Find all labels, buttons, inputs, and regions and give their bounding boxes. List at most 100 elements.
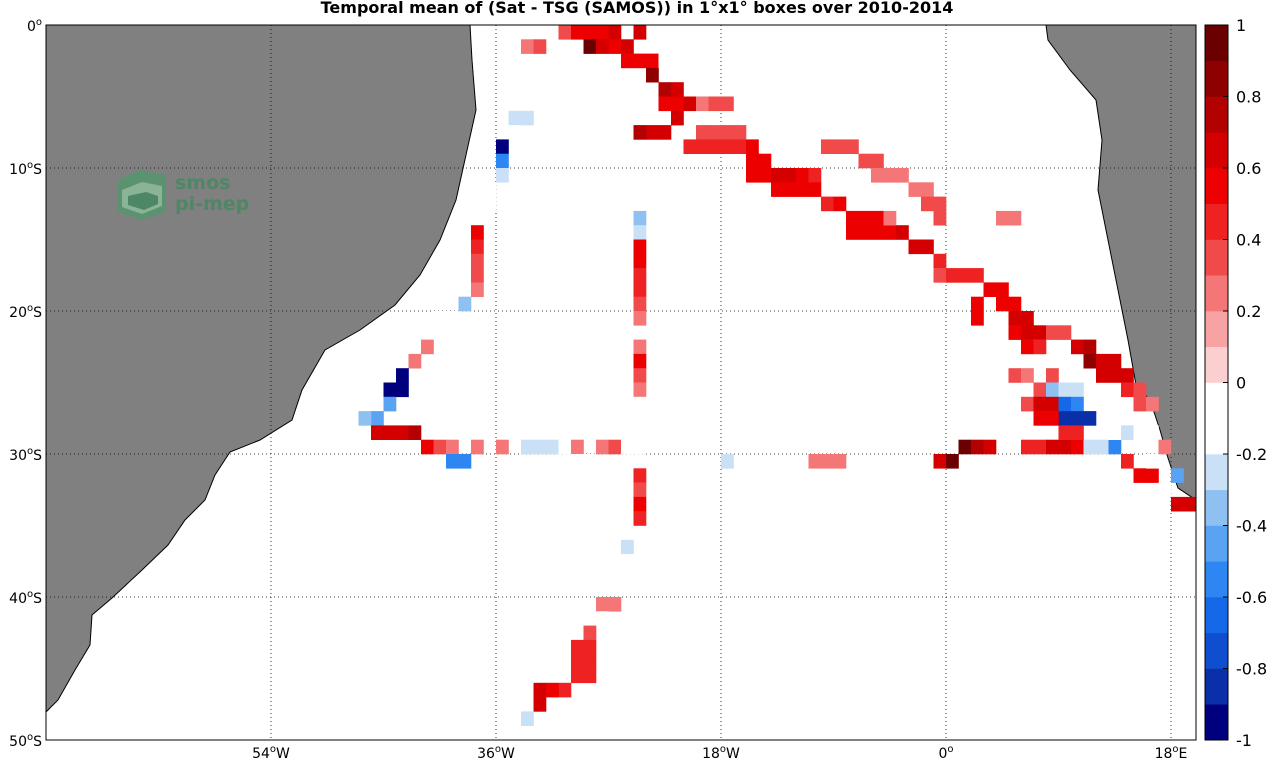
heatmap-cell: [1046, 396, 1059, 412]
heatmap-cell: [708, 96, 722, 112]
heatmap-cell: [558, 682, 572, 698]
heatmap-cell: [1096, 368, 1109, 383]
heatmap-cell: [608, 597, 622, 612]
colorbar-segment: [1205, 454, 1228, 491]
heatmap-cell: [858, 210, 872, 226]
heatmap-cell: [496, 153, 509, 169]
heatmap-cell: [933, 210, 947, 226]
heatmap-cell: [1021, 439, 1034, 455]
heatmap-cell: [1008, 296, 1022, 312]
heatmap-cell: [546, 682, 559, 698]
heatmap-cell: [683, 139, 697, 154]
colorbar-segment: [1205, 239, 1228, 276]
heatmap-cell: [396, 382, 409, 398]
lon-tick-label: 0o: [938, 744, 953, 762]
heatmap-cell: [996, 210, 1009, 226]
heatmap-cell: [1121, 425, 1134, 440]
heatmap-cell: [621, 554, 634, 569]
heatmap-cell: [783, 182, 797, 197]
chart-title: Temporal mean of (Sat - TSG (SAMOS)) in …: [320, 0, 954, 17]
colorbar: 1 0.8 0.6 0.4 0.2 0 -0.2 -0.4 -0.6 -0.8 -1: [1204, 16, 1267, 750]
heatmap-cell: [521, 711, 534, 726]
heatmap-cell: [1096, 439, 1109, 455]
heatmap-cell: [1058, 411, 1072, 426]
heatmap-cell: [1171, 468, 1184, 483]
heatmap-cell: [808, 454, 822, 469]
heatmap-cell: [621, 39, 634, 54]
heatmap-cell: [1171, 496, 1184, 512]
heatmap-cell: [621, 539, 634, 555]
heatmap-cell: [808, 168, 822, 183]
colorbar-tick-label: -0.8: [1236, 660, 1267, 679]
colorbar-segment: [1205, 275, 1228, 312]
heatmap-cell: [458, 296, 472, 312]
heatmap-cell: [471, 210, 484, 226]
logo-text-smos: smos: [175, 172, 230, 194]
heatmap-cell: [508, 110, 522, 126]
logo-text-pimep: pi-mep: [175, 193, 249, 215]
heatmap-cell: [646, 67, 659, 83]
heatmap-cell: [633, 353, 647, 369]
heatmap-cell: [521, 110, 534, 126]
heatmap-cell: [971, 268, 984, 283]
heatmap-cell: [771, 168, 784, 183]
heatmap-cell: [633, 496, 647, 512]
heatmap-cell: [1108, 425, 1122, 440]
heatmap-cell: [633, 53, 647, 69]
heatmap-cell: [571, 439, 584, 455]
heatmap-cell: [658, 125, 672, 140]
heatmap-cell: [471, 439, 484, 455]
heatmap-cell: [646, 53, 659, 69]
heatmap-cell: [1046, 325, 1059, 340]
heatmap-cell: [471, 239, 484, 255]
heatmap-cell: [408, 353, 422, 369]
heatmap-cell: [1046, 439, 1059, 455]
heatmap-cell: [1008, 311, 1022, 326]
colorbar-segment: [1205, 418, 1228, 455]
heatmap-cell: [633, 425, 647, 440]
heatmap-cell: [871, 153, 884, 169]
heatmap-cell: [608, 39, 622, 54]
heatmap-cell: [921, 182, 934, 197]
heatmap-cell: [883, 210, 897, 226]
lat-tick-label: 10oS: [9, 160, 42, 178]
heatmap-cell: [1021, 368, 1034, 383]
heatmap-cell: [496, 168, 509, 183]
heatmap-cell: [1133, 396, 1147, 412]
heatmap-cell: [1096, 353, 1109, 369]
heatmap-cell: [433, 311, 447, 326]
heatmap-cell: [646, 125, 659, 140]
heatmap-cell: [583, 654, 597, 669]
heatmap-cell: [421, 339, 434, 355]
colorbar-segment: [1205, 561, 1228, 598]
heatmap-cell: [721, 139, 734, 154]
colorbar-segment: [1205, 203, 1228, 240]
heatmap-cell: [658, 96, 672, 112]
heatmap-cell: [958, 439, 972, 455]
heatmap-cell: [1046, 411, 1059, 426]
heatmap-cell: [533, 697, 547, 712]
lat-tick-label: 40oS: [9, 589, 42, 607]
heatmap-cell: [633, 396, 647, 412]
heatmap-cell: [946, 454, 959, 469]
heatmap-cell: [1146, 425, 1159, 440]
heatmap-cell: [883, 168, 897, 183]
heatmap-cell: [921, 239, 934, 255]
heatmap-cell: [821, 454, 834, 469]
heatmap-cell: [696, 96, 709, 112]
heatmap-cell: [1146, 468, 1159, 483]
heatmap-cell: [658, 53, 672, 69]
heatmap-cell: [533, 439, 547, 455]
longitude-tick-labels: 54oW 36oW 18oW 0o 18oE: [252, 744, 1187, 762]
colorbar-segment: [1205, 525, 1228, 562]
heatmap-cell: [658, 82, 672, 97]
heatmap-cell: [596, 39, 609, 54]
colorbar-segment: [1205, 668, 1228, 705]
heatmap-cell: [546, 439, 559, 455]
heatmap-cell: [796, 182, 809, 197]
heatmap-cell: [971, 296, 984, 312]
heatmap-cell: [1033, 396, 1047, 412]
heatmap-cell: [1133, 382, 1147, 398]
heatmap-cell: [871, 210, 884, 226]
